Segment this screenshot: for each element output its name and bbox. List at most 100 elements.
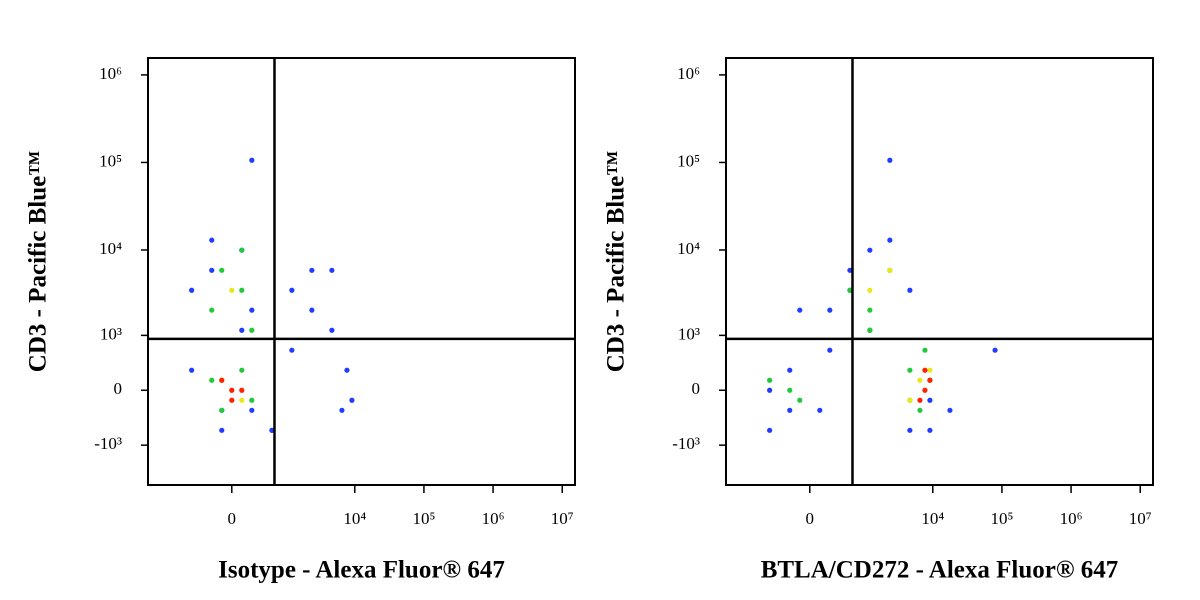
x-tick-label: 10⁴ <box>343 509 366 528</box>
event-dot <box>927 377 933 383</box>
event-dot <box>349 397 355 403</box>
event-dot <box>239 247 245 253</box>
event-dot <box>219 267 225 273</box>
y-tick-label: -10³ <box>672 434 700 453</box>
event-dot <box>239 387 245 393</box>
event-dot <box>847 287 853 293</box>
event-dot <box>767 427 773 433</box>
event-dot <box>907 397 913 403</box>
event-dot <box>927 367 933 373</box>
y-tick-label: 10³ <box>100 324 122 343</box>
event-dot <box>887 267 893 273</box>
event-dot <box>249 397 255 403</box>
plot-frame <box>147 57 576 486</box>
y-tick-label: -10³ <box>94 434 122 453</box>
event-dot <box>787 367 793 373</box>
event-dot <box>189 367 195 373</box>
x-tick-label: 10⁷ <box>551 509 574 528</box>
event-dot <box>344 367 350 373</box>
event-dot <box>229 387 235 393</box>
event-dot <box>922 347 928 353</box>
y-tick-label: 10⁵ <box>99 151 122 170</box>
x-tick-label: 0 <box>806 509 815 528</box>
event-dot <box>867 287 873 293</box>
event-dot <box>907 367 913 373</box>
event-dot <box>289 287 295 293</box>
plot <box>767 157 998 433</box>
event-dot <box>917 407 923 413</box>
event-dot <box>927 397 933 403</box>
y-tick-label: 0 <box>114 379 123 398</box>
event-dot <box>927 427 933 433</box>
event-dot <box>887 157 893 163</box>
event-dot <box>209 307 215 313</box>
x-axis-title: BTLA/CD272 - Alexa Fluor® 647 <box>761 557 1119 584</box>
y-tick-label: 10⁴ <box>677 239 700 258</box>
event-dot <box>289 347 295 353</box>
event-dot <box>219 427 225 433</box>
event-dot <box>329 267 335 273</box>
event-dot <box>907 287 913 293</box>
x-tick-label: 10⁶ <box>482 509 505 528</box>
event-dot <box>209 237 215 243</box>
event-dot <box>922 367 928 373</box>
y-tick-label: 10³ <box>678 324 700 343</box>
event-dot <box>229 397 235 403</box>
event-dot <box>239 287 245 293</box>
event-dot <box>917 397 923 403</box>
event-dot <box>787 387 793 393</box>
y-tick-label: 10⁶ <box>99 64 122 83</box>
event-dot <box>817 407 823 413</box>
event-dot <box>797 307 803 313</box>
event-dot <box>209 267 215 273</box>
x-tick-label: 10⁷ <box>1129 509 1152 528</box>
event-dot <box>269 427 275 433</box>
event-dot <box>827 347 833 353</box>
event-dot <box>917 377 923 383</box>
event-dot <box>797 397 803 403</box>
y-axis-title: CD3 - Pacific Blue™ <box>25 151 52 372</box>
y-tick-label: 0 <box>692 379 701 398</box>
event-dot <box>867 247 873 253</box>
event-dot <box>229 287 235 293</box>
event-dot <box>827 307 833 313</box>
event-dot <box>249 327 255 333</box>
event-dot <box>787 407 793 413</box>
event-dot <box>219 377 225 383</box>
event-dot <box>867 327 873 333</box>
y-axis-title: CD3 - Pacific Blue™ <box>603 151 630 372</box>
y-tick-label: 10⁴ <box>99 239 122 258</box>
y-tick-label: 10⁶ <box>677 64 700 83</box>
event-dot <box>249 307 255 313</box>
event-dot <box>922 387 928 393</box>
x-tick-label: 10⁴ <box>921 509 944 528</box>
event-dot <box>219 407 225 413</box>
event-dot <box>339 407 345 413</box>
x-tick-label: 10⁶ <box>1060 509 1083 528</box>
event-dot <box>947 407 953 413</box>
event-dot <box>867 307 873 313</box>
plot-frame <box>725 57 1154 486</box>
event-dot <box>907 427 913 433</box>
x-tick-label: 10⁵ <box>412 509 435 528</box>
x-tick-label: 0 <box>228 509 237 528</box>
event-dot <box>767 387 773 393</box>
event-dot <box>239 397 245 403</box>
event-dot <box>249 157 255 163</box>
event-dot <box>209 377 215 383</box>
event-dot <box>239 367 245 373</box>
event-dot <box>767 377 773 383</box>
event-dot <box>887 237 893 243</box>
event-dot <box>239 327 245 333</box>
event-dot <box>992 347 998 353</box>
event-dot <box>329 327 335 333</box>
plot <box>189 157 355 433</box>
y-tick-label: 10⁵ <box>677 151 700 170</box>
event-dot <box>249 407 255 413</box>
x-axis-title: Isotype - Alexa Fluor® 647 <box>218 557 505 584</box>
event-dot <box>309 267 315 273</box>
x-tick-label: 10⁵ <box>990 509 1013 528</box>
event-dot <box>847 267 853 273</box>
event-dot <box>189 287 195 293</box>
